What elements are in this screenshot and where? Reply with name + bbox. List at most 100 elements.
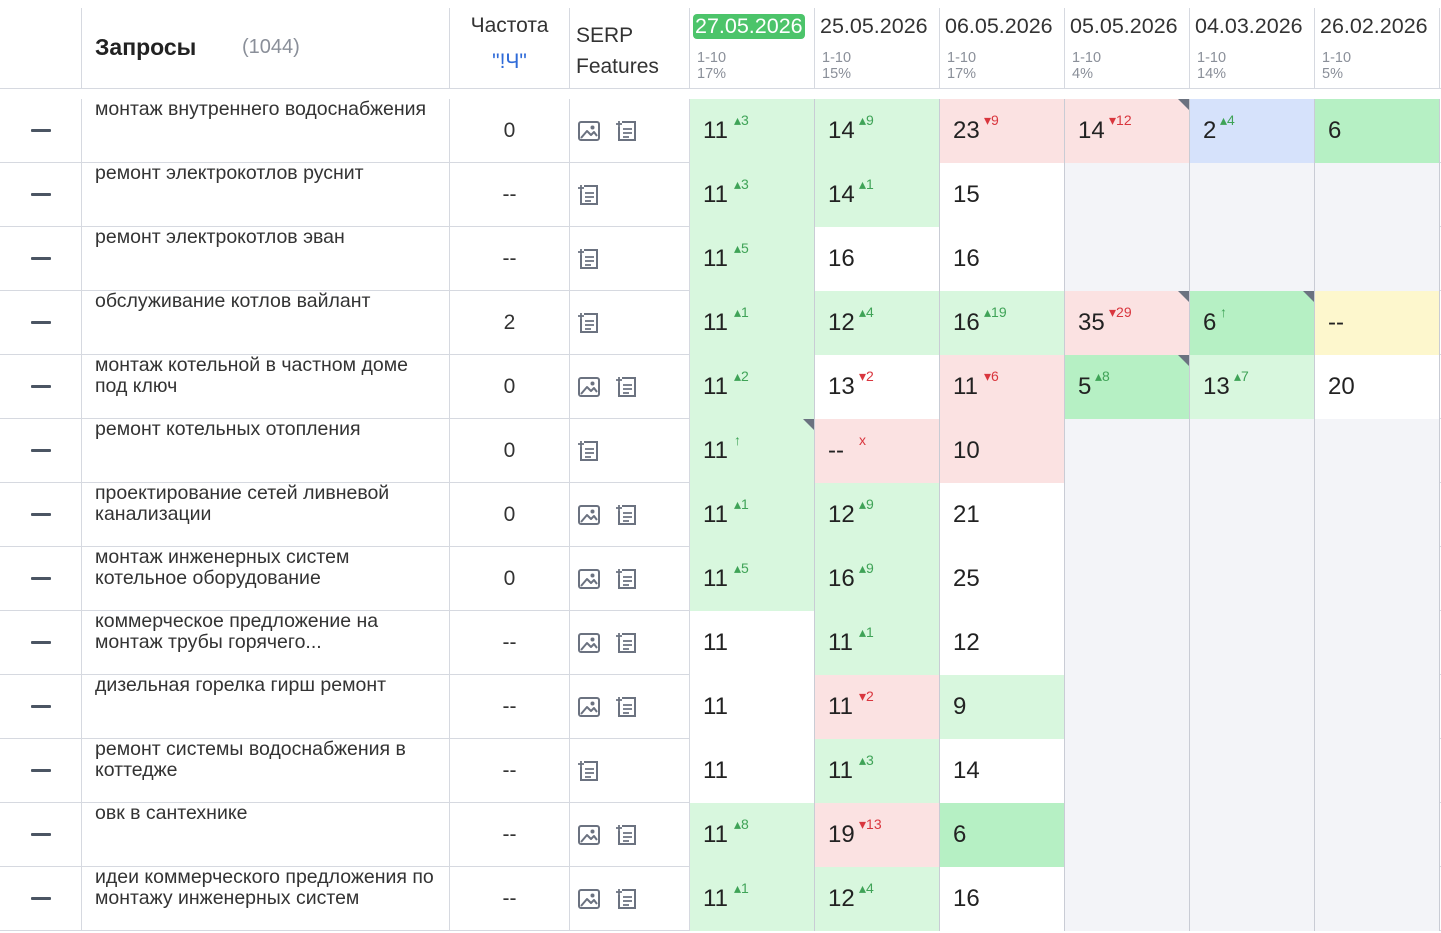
query-text[interactable]: ремонт котельных отопления (95, 419, 361, 440)
position-cell[interactable]: 13 ▴7 (1190, 355, 1315, 419)
position-cell[interactable] (1065, 227, 1190, 291)
query-cell[interactable] (82, 803, 450, 867)
remove-query-icon[interactable] (31, 129, 51, 132)
row-action-cell[interactable] (0, 163, 82, 227)
query-cell[interactable] (82, 547, 450, 611)
snippet-icon[interactable] (576, 247, 602, 271)
row-action-cell[interactable] (0, 355, 82, 419)
image-icon[interactable] (576, 567, 602, 591)
queries-title[interactable]: Запросы (95, 34, 197, 60)
snippet-icon[interactable] (614, 887, 640, 911)
position-cell[interactable]: 13 ▾2 (815, 355, 940, 419)
query-text[interactable]: монтаж внутреннего водоснабжения (95, 99, 427, 120)
position-cell[interactable]: 11 (690, 611, 815, 675)
position-cell[interactable]: 9 (940, 675, 1065, 739)
position-cell[interactable] (1315, 675, 1440, 739)
query-cell[interactable] (82, 739, 450, 803)
row-action-cell[interactable] (0, 739, 82, 803)
position-cell[interactable] (1065, 547, 1190, 611)
remove-query-icon[interactable] (31, 641, 51, 644)
snippet-icon[interactable] (576, 311, 602, 335)
position-cell[interactable]: 11 ▴1 (815, 611, 940, 675)
position-cell[interactable]: 16 ▴9 (815, 547, 940, 611)
row-action-cell[interactable] (0, 675, 82, 739)
position-cell[interactable] (1065, 419, 1190, 483)
position-cell[interactable]: 14 ▴9 (815, 99, 940, 163)
position-cell[interactable]: 21 (940, 483, 1065, 547)
position-cell[interactable]: 11 ↑ (690, 419, 815, 483)
position-cell[interactable]: 19 ▾13 (815, 803, 940, 867)
date-label[interactable]: 05.05.2026 (1070, 14, 1178, 38)
query-cell[interactable] (82, 163, 450, 227)
date-label[interactable]: 26.02.2026 (1320, 14, 1428, 38)
date-label[interactable]: 06.05.2026 (945, 14, 1053, 38)
position-cell[interactable]: 16 (940, 867, 1065, 931)
query-text[interactable]: монтаж инженерных систем котельное обору… (95, 547, 350, 589)
query-cell[interactable] (82, 611, 450, 675)
position-cell[interactable]: 11 ▴3 (690, 163, 815, 227)
position-cell[interactable]: -- (1315, 291, 1440, 355)
row-action-cell[interactable] (0, 611, 82, 675)
position-cell[interactable]: 14 ▴1 (815, 163, 940, 227)
header-date-col[interactable]: 05.05.2026 1-10 4% (1065, 8, 1190, 89)
position-cell[interactable] (1190, 163, 1315, 227)
remove-query-icon[interactable] (31, 705, 51, 708)
row-action-cell[interactable] (0, 227, 82, 291)
position-cell[interactable]: 11 ▴5 (690, 547, 815, 611)
image-icon[interactable] (576, 631, 602, 655)
remove-query-icon[interactable] (31, 769, 51, 772)
position-cell[interactable]: 10 (940, 419, 1065, 483)
image-icon[interactable] (576, 887, 602, 911)
query-cell[interactable] (82, 227, 450, 291)
position-cell[interactable]: 14 (940, 739, 1065, 803)
image-icon[interactable] (576, 695, 602, 719)
row-action-cell[interactable] (0, 867, 82, 931)
header-date-col[interactable]: 27.05.2026 1-10 17% (690, 8, 815, 89)
position-cell[interactable]: 11 ▴1 (690, 867, 815, 931)
position-cell[interactable]: 11 ▴8 (690, 803, 815, 867)
position-cell[interactable] (1315, 547, 1440, 611)
query-cell[interactable] (82, 99, 450, 163)
position-cell[interactable]: -- x (815, 419, 940, 483)
query-cell[interactable] (82, 355, 450, 419)
remove-query-icon[interactable] (31, 833, 51, 836)
position-cell[interactable]: 20 (1315, 355, 1440, 419)
date-label[interactable]: 25.05.2026 (820, 14, 928, 38)
position-cell[interactable]: 11 ▴3 (815, 739, 940, 803)
query-text[interactable]: проектирование сетей ливневой канализаци… (95, 483, 390, 525)
position-cell[interactable] (1315, 867, 1440, 931)
remove-query-icon[interactable] (31, 385, 51, 388)
position-cell[interactable]: 11 (690, 675, 815, 739)
position-cell[interactable]: 25 (940, 547, 1065, 611)
remove-query-icon[interactable] (31, 577, 51, 580)
row-action-cell[interactable] (0, 483, 82, 547)
query-cell[interactable] (82, 867, 450, 931)
position-cell[interactable] (1190, 547, 1315, 611)
position-cell[interactable] (1315, 483, 1440, 547)
row-action-cell[interactable] (0, 803, 82, 867)
snippet-icon[interactable] (614, 375, 640, 399)
position-cell[interactable] (1315, 739, 1440, 803)
position-cell[interactable] (1315, 803, 1440, 867)
position-cell[interactable]: 11 ▴1 (690, 291, 815, 355)
row-action-cell[interactable] (0, 547, 82, 611)
position-cell[interactable] (1190, 419, 1315, 483)
position-cell[interactable]: 2 ▴4 (1190, 99, 1315, 163)
snippet-icon[interactable] (614, 695, 640, 719)
header-frequency-col[interactable] (450, 8, 570, 89)
query-text[interactable]: овк в сантехнике (95, 803, 248, 824)
image-icon[interactable] (576, 119, 602, 143)
row-action-cell[interactable] (0, 291, 82, 355)
query-text[interactable]: монтаж котельной в частном доме под ключ (95, 355, 408, 397)
snippet-icon[interactable] (614, 119, 640, 143)
position-cell[interactable] (1065, 611, 1190, 675)
position-cell[interactable]: 14 ▾12 (1065, 99, 1190, 163)
position-cell[interactable]: 11 (690, 739, 815, 803)
position-cell[interactable]: 23 ▾9 (940, 99, 1065, 163)
position-cell[interactable]: 6 (1315, 99, 1440, 163)
frequency-type-link[interactable]: "!Ч" (492, 50, 527, 73)
position-cell[interactable]: 16 (815, 227, 940, 291)
image-icon[interactable] (576, 823, 602, 847)
position-cell[interactable]: 5 ▴8 (1065, 355, 1190, 419)
remove-query-icon[interactable] (31, 513, 51, 516)
